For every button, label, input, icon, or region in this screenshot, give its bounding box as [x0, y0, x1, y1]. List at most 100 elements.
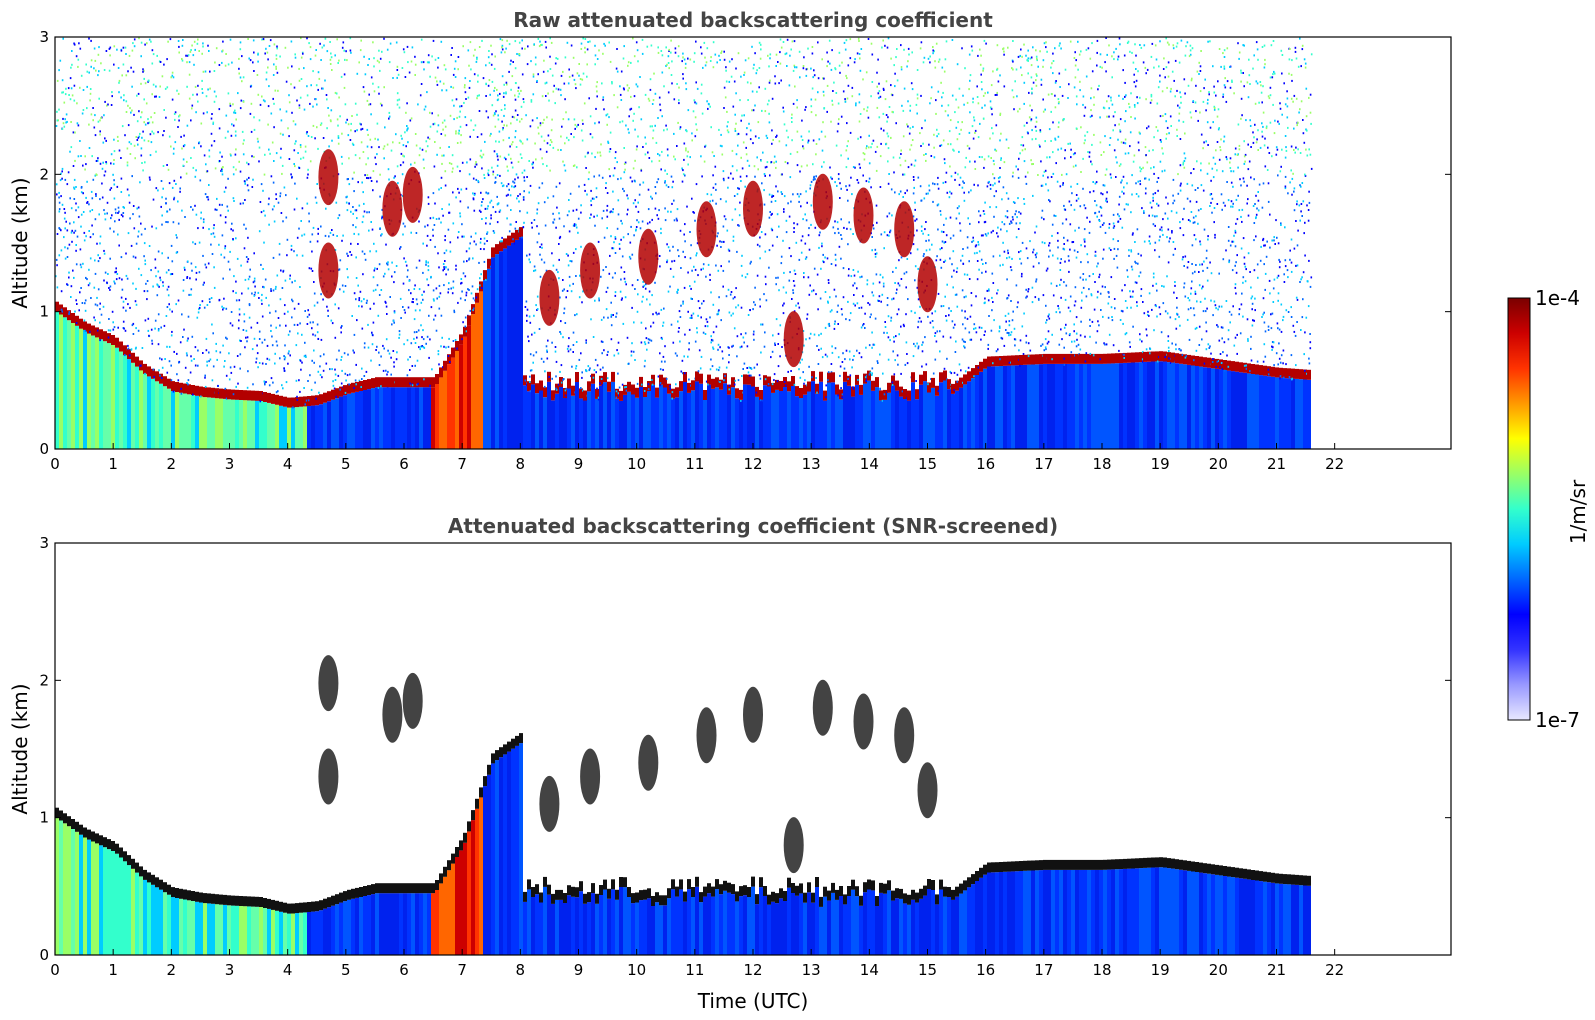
- heatmap-cell: [750, 260, 752, 263]
- heatmap-cell: [427, 284, 430, 287]
- heatmap-cell: [435, 218, 438, 220]
- heatmap-cell: [682, 56, 684, 59]
- heatmap-cell: [836, 130, 839, 133]
- heatmap-cell: [606, 286, 609, 289]
- heatmap-cell: [335, 92, 338, 95]
- heatmap-cell: [165, 202, 167, 205]
- heatmap-cell: [394, 175, 396, 178]
- heatmap-cell: [687, 163, 689, 166]
- heatmap-cell: [413, 161, 416, 164]
- heatmap-cell: [299, 406, 303, 449]
- heatmap-cell: [252, 61, 254, 64]
- heatmap-cell: [582, 389, 584, 392]
- heatmap-cell: [581, 119, 584, 122]
- heatmap-cell: [723, 215, 726, 218]
- heatmap-cell: [387, 370, 389, 373]
- heatmap-cell: [612, 247, 615, 250]
- heatmap-cell: [885, 80, 888, 83]
- heatmap-cell: [498, 210, 501, 213]
- heatmap-cell: [735, 306, 737, 309]
- heatmap-cell: [429, 338, 431, 341]
- heatmap-cell: [552, 264, 555, 267]
- heatmap-cell: [468, 247, 471, 250]
- heatmap-cell: [718, 296, 720, 299]
- heatmap-cell: [324, 79, 326, 82]
- heatmap-cell: [449, 241, 452, 244]
- heatmap-cell: [745, 133, 748, 136]
- heatmap-cell: [433, 224, 436, 226]
- heatmap-cell: [414, 309, 417, 312]
- heatmap-cell: [688, 342, 690, 345]
- heatmap-cell: [653, 72, 655, 75]
- heatmap-cell: [854, 304, 856, 307]
- heatmap-cell: [633, 112, 635, 115]
- heatmap-cell: [642, 280, 644, 283]
- heatmap-cell: [751, 90, 754, 93]
- heatmap-cell: [253, 294, 256, 297]
- heatmap-cell: [127, 70, 129, 73]
- heatmap-cell: [453, 67, 456, 70]
- heatmap-cell: [739, 399, 743, 449]
- heatmap-cell: [531, 374, 535, 385]
- heatmap-cell: [253, 116, 255, 119]
- heatmap-cell: [89, 88, 92, 90]
- heatmap-cell: [521, 171, 524, 174]
- heatmap-cell: [165, 197, 167, 200]
- heatmap-cell: [745, 153, 748, 156]
- heatmap-cell: [555, 360, 558, 363]
- heatmap-cell: [693, 265, 695, 268]
- heatmap-cell: [409, 356, 411, 358]
- heatmap-cell: [298, 67, 300, 70]
- heatmap-cell: [104, 100, 106, 103]
- heatmap-cell: [159, 276, 161, 279]
- heatmap-cell: [834, 320, 836, 323]
- heatmap-cell: [268, 85, 270, 88]
- heatmap-cell: [381, 217, 383, 220]
- heatmap-cell: [130, 111, 132, 114]
- heatmap-cell: [293, 323, 296, 326]
- heatmap-cell: [808, 365, 810, 368]
- heatmap-cell: [353, 292, 356, 295]
- heatmap-cell: [810, 105, 813, 108]
- heatmap-cell: [94, 174, 97, 177]
- heatmap-cell: [799, 376, 802, 379]
- heatmap-cell: [495, 244, 499, 255]
- heatmap-cell: [283, 312, 286, 315]
- heatmap-cell: [290, 248, 293, 251]
- heatmap-cell: [687, 355, 689, 358]
- heatmap-cell: [186, 276, 189, 278]
- heatmap-cell: [360, 300, 363, 303]
- heatmap-cell: [360, 386, 362, 388]
- heatmap-cell: [793, 40, 796, 43]
- heatmap-cell: [830, 68, 833, 71]
- heatmap-cell: [255, 390, 259, 401]
- heatmap-cell: [79, 86, 81, 89]
- heatmap-cell: [793, 227, 795, 230]
- heatmap-cell: [464, 84, 466, 87]
- heatmap-cell: [303, 233, 306, 236]
- heatmap-cell: [445, 273, 447, 276]
- heatmap-cell: [580, 352, 582, 355]
- heatmap-cell: [167, 221, 169, 224]
- heatmap-cell: [355, 277, 358, 279]
- heatmap-cell: [227, 209, 229, 212]
- heatmap-cell: [781, 346, 783, 348]
- heatmap-cell: [567, 82, 570, 85]
- heatmap-cell: [295, 140, 297, 143]
- heatmap-cell: [254, 291, 256, 294]
- heatmap-cell: [115, 347, 119, 449]
- heatmap-cell: [573, 164, 576, 167]
- heatmap-cell: [77, 58, 80, 61]
- heatmap-cell: [357, 284, 359, 287]
- heatmap-cell: [543, 139, 546, 142]
- heatmap-cell: [499, 209, 502, 212]
- heatmap-cell: [551, 118, 553, 121]
- heatmap-cell: [671, 186, 674, 189]
- heatmap-cell: [613, 167, 616, 170]
- heatmap-cell: [799, 398, 803, 449]
- heatmap-cell: [519, 227, 523, 238]
- heatmap-cell: [175, 392, 179, 449]
- heatmap-cell: [735, 388, 739, 399]
- heatmap-cell: [682, 77, 684, 80]
- heatmap-cell: [585, 370, 588, 373]
